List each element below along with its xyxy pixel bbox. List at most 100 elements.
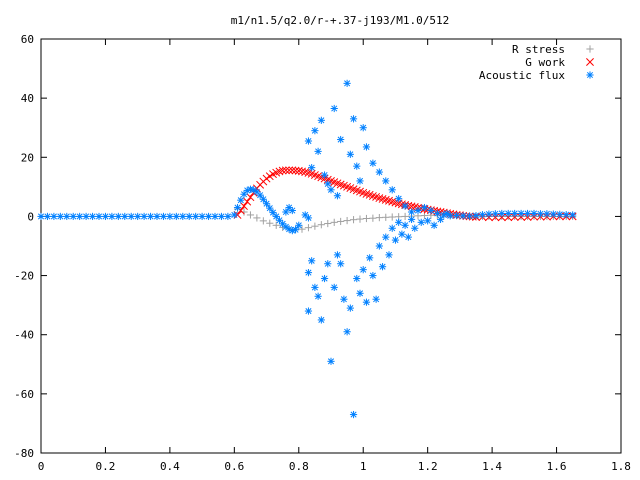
data-point — [375, 242, 383, 250]
data-point — [375, 214, 383, 222]
data-point — [440, 211, 448, 219]
data-point — [285, 166, 294, 175]
data-point — [192, 212, 200, 221]
data-point — [320, 171, 329, 179]
data-point — [511, 209, 519, 218]
data-point — [459, 212, 467, 220]
data-point — [414, 206, 422, 215]
data-point — [217, 212, 226, 221]
data-point — [317, 316, 325, 324]
data-point — [82, 212, 90, 221]
data-point — [108, 212, 116, 221]
data-point — [259, 217, 267, 225]
data-point — [269, 208, 277, 217]
data-point — [282, 208, 290, 216]
data-point — [101, 212, 110, 221]
data-point — [317, 116, 325, 124]
legend-marker — [586, 71, 594, 79]
data-point — [330, 218, 338, 226]
data-point — [388, 213, 396, 221]
data-point — [433, 209, 441, 218]
data-point — [291, 166, 300, 175]
data-point — [388, 186, 396, 194]
data-point — [404, 233, 412, 241]
y-axis: -80 -60 -40 -20 0 20 40 60 — [14, 33, 621, 460]
data-point — [295, 221, 303, 229]
data-point — [378, 263, 387, 271]
data-point — [230, 211, 238, 219]
data-point — [523, 209, 532, 218]
data-point — [536, 210, 545, 218]
data-point — [556, 210, 564, 218]
data-point — [349, 115, 358, 123]
data-point — [304, 214, 313, 222]
data-point — [340, 295, 348, 303]
data-point — [262, 200, 271, 208]
data-point — [465, 212, 474, 220]
data-point — [233, 203, 242, 212]
data-point — [369, 159, 377, 167]
data-point — [343, 216, 351, 225]
data-point — [324, 180, 332, 188]
x-tick-label: 1.2 — [418, 460, 438, 473]
data-point — [317, 221, 325, 229]
data-point — [337, 217, 345, 226]
data-point — [362, 214, 371, 223]
data-point — [382, 233, 390, 241]
data-point — [266, 204, 274, 212]
legend-label: R stress — [512, 43, 565, 56]
data-point — [159, 212, 168, 221]
x-tick-label: 0 — [38, 460, 45, 473]
data-point — [420, 203, 429, 212]
data-point — [324, 219, 332, 228]
data-point — [543, 210, 551, 218]
plot-frame — [40, 38, 622, 454]
data-point — [240, 202, 248, 211]
data-point — [288, 206, 296, 215]
data-point — [262, 174, 271, 183]
data-point — [401, 221, 409, 229]
data-point — [304, 269, 313, 277]
data-point — [166, 212, 174, 221]
data-point — [407, 215, 416, 223]
data-point — [179, 212, 187, 221]
data-point — [204, 212, 213, 221]
data-point — [472, 211, 480, 220]
data-point — [327, 357, 335, 365]
data-point — [281, 166, 290, 175]
data-point — [382, 213, 390, 221]
data-point — [333, 192, 342, 200]
data-point — [330, 104, 338, 113]
x-tick-label: 0.8 — [289, 460, 309, 473]
data-point — [530, 209, 538, 218]
data-point — [382, 177, 390, 185]
y-tick-label: -20 — [14, 270, 34, 283]
data-point — [121, 212, 129, 221]
data-point — [256, 191, 264, 199]
data-point — [388, 224, 396, 232]
data-point — [243, 186, 251, 195]
data-point — [491, 210, 499, 218]
data-point — [346, 304, 354, 312]
y-tick-label: -60 — [14, 388, 34, 401]
data-point — [430, 221, 438, 229]
data-point — [362, 298, 371, 306]
data-point — [362, 143, 371, 151]
legend-marker — [586, 45, 594, 53]
data-point — [224, 212, 232, 221]
data-point — [272, 221, 280, 229]
data-point — [359, 124, 367, 132]
data-point — [246, 211, 255, 219]
x-tick-label: 1 — [360, 460, 367, 473]
data-point — [353, 274, 361, 283]
data-point — [385, 251, 393, 259]
data-point — [298, 167, 306, 176]
data-point — [327, 186, 335, 194]
y-tick-label: 60 — [21, 33, 34, 46]
data-point — [304, 307, 313, 315]
data-point — [259, 195, 267, 203]
data-point — [446, 212, 454, 220]
data-point — [320, 274, 329, 283]
data-point — [69, 212, 77, 221]
